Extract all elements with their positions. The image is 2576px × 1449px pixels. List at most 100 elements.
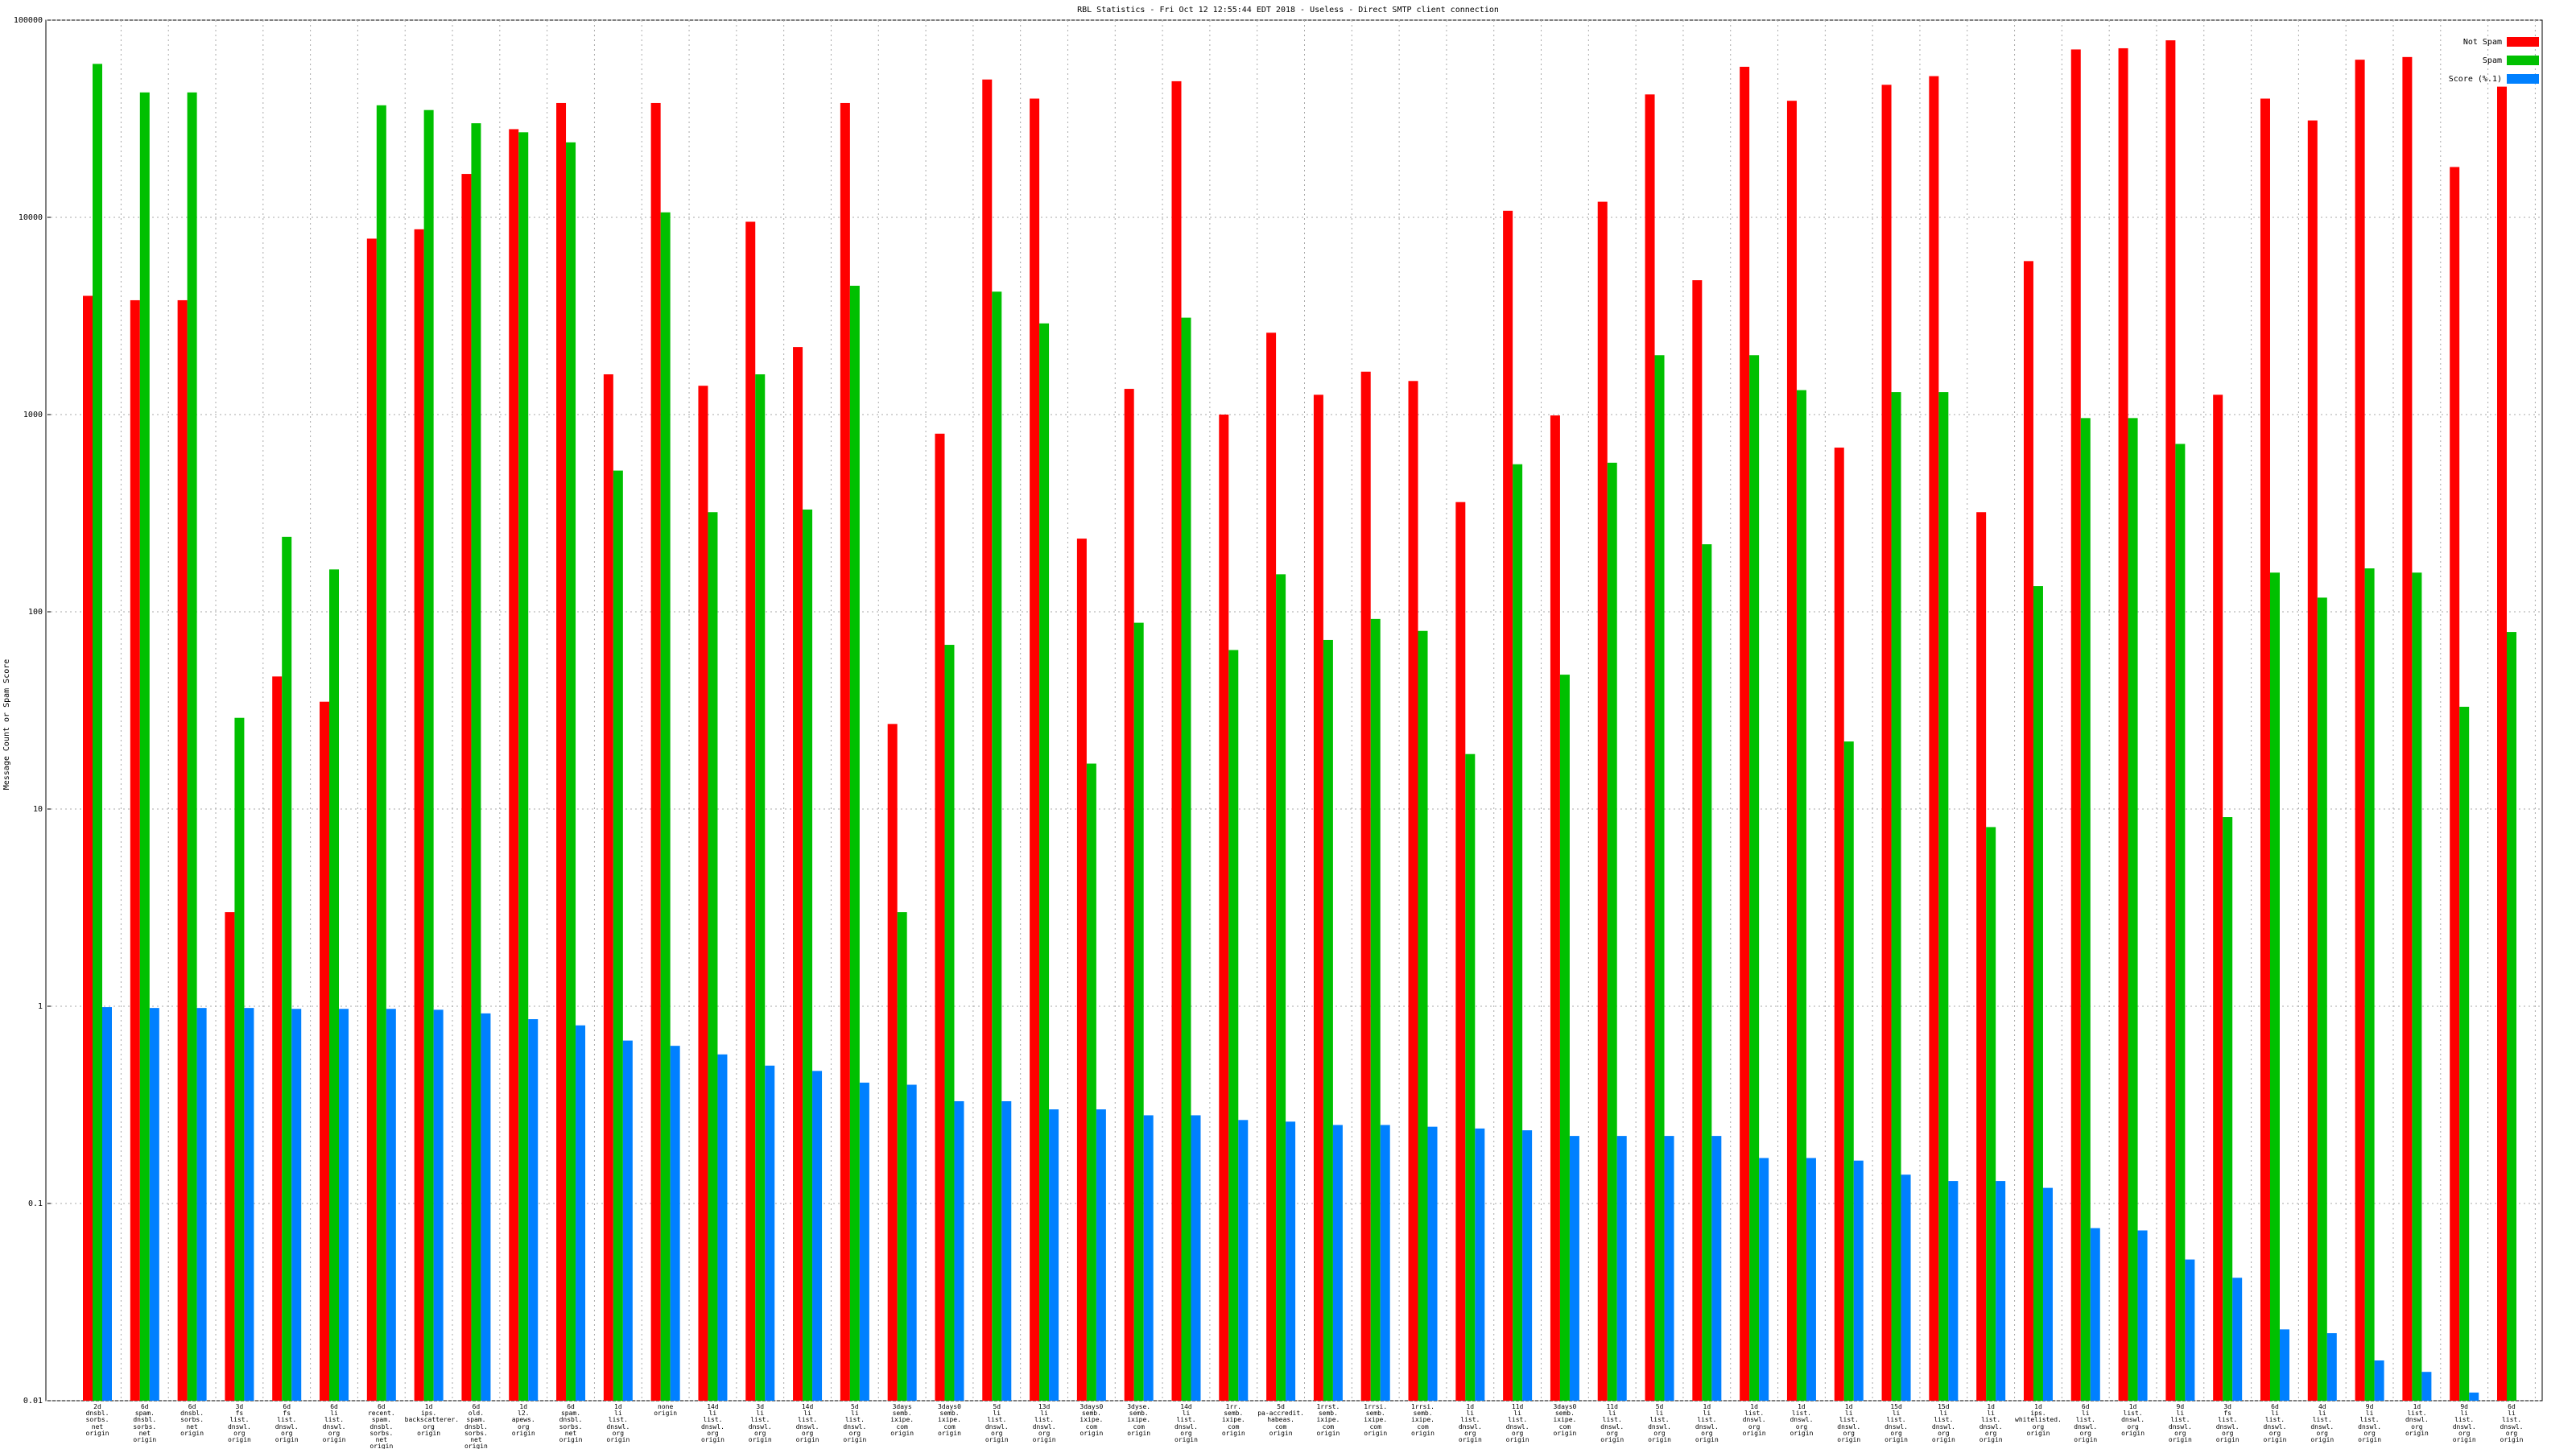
x-tick-label: 1rrsi. semb. ixipe. com origin — [1411, 1403, 1435, 1437]
x-tick-label: 1d li list. dnswl. org origin — [1458, 1403, 1482, 1444]
bar — [509, 129, 519, 1401]
bar — [2421, 1372, 2432, 1401]
bar — [859, 1082, 869, 1401]
legend-swatch — [2507, 56, 2539, 65]
x-tick-label: 1rrsi. semb. ixipe. com origin — [1364, 1403, 1388, 1437]
x-tick-label: 9d li list. dnswl. org origin — [2168, 1403, 2192, 1444]
bar — [1948, 1181, 1959, 1401]
bar — [897, 912, 907, 1401]
bar — [1030, 98, 1040, 1401]
bar — [717, 1054, 728, 1401]
bar — [1881, 85, 1892, 1401]
bar — [1001, 1100, 1012, 1401]
bar — [1843, 741, 1854, 1401]
bar — [1522, 1130, 1533, 1401]
x-tick-label: 6d li list. dnswl. org origin — [2074, 1403, 2098, 1444]
bar — [291, 1009, 302, 1401]
bar — [2469, 1392, 2479, 1401]
x-tick-label: 15d li list. dnswl. org origin — [1885, 1403, 1908, 1444]
bar — [954, 1100, 964, 1401]
bar — [1124, 389, 1134, 1401]
y-tick-label: 10 — [33, 805, 43, 814]
bar — [1654, 355, 1665, 1401]
bar — [1086, 763, 1096, 1401]
x-tick-label: 3d fs list. dnswl. org origin — [2215, 1403, 2240, 1444]
bar — [2355, 60, 2365, 1401]
bar — [1986, 827, 1996, 1401]
x-tick-label: 9d li list. dnswl. org origin — [2452, 1403, 2476, 1444]
bar — [1191, 1115, 1201, 1401]
x-tick-label: 1d list. dnswl. org origin — [2121, 1403, 2145, 1437]
bar — [1702, 544, 1712, 1401]
bar — [1171, 80, 1182, 1401]
bar — [2279, 1329, 2289, 1401]
x-tick-label: 1d li list. dnswl. org origin — [606, 1403, 630, 1444]
x-tick-label: 1d li list. dnswl. org origin — [1695, 1403, 1719, 1444]
x-tick-label: 1d list. dnswl. org origin — [1742, 1403, 1766, 1437]
bar — [992, 291, 1002, 1401]
y-tick-label: 1000 — [23, 411, 43, 419]
x-tick-label: 6d li list. dnswl. org origin — [2263, 1403, 2287, 1444]
bar — [386, 1009, 396, 1401]
x-tick-label: 3days0 semb. ixipe. com origin — [1080, 1403, 1104, 1437]
bar — [803, 509, 813, 1401]
bar — [1039, 323, 1050, 1401]
x-tick-label: 1d list. dnswl. org origin — [1790, 1403, 1814, 1437]
x-tick-label: 1d ips. backscatterer. org origin — [404, 1403, 460, 1437]
x-tick-label: 3days0 semb. ixipe. com origin — [938, 1403, 961, 1437]
x-tick-label: 9d li list. dnswl. org origin — [2358, 1403, 2382, 1444]
x-tick-label: 14d li list. dnswl. org origin — [1174, 1403, 1198, 1444]
x-tick-label: 3d fs list. dnswl. org origin — [227, 1403, 251, 1444]
bar — [1996, 1181, 2006, 1401]
x-tick-label: 15d li list. dnswl. org origin — [1931, 1403, 1955, 1444]
bar — [2213, 394, 2223, 1402]
bar — [433, 1009, 444, 1401]
bar — [1332, 1125, 1343, 1401]
bar — [1550, 415, 1560, 1402]
bar — [793, 347, 803, 1401]
bar — [1238, 1120, 1249, 1401]
y-tick-label: 1 — [38, 1002, 43, 1011]
x-tick-label: 5d li list. dnswl. org origin — [1648, 1403, 1671, 1444]
bar — [840, 102, 850, 1402]
x-tick-label: 11d li list. dnswl. org origin — [1600, 1403, 1624, 1444]
bar — [2260, 98, 2270, 1401]
bar — [1711, 1136, 1722, 1401]
bar — [1465, 753, 1476, 1401]
bar — [1313, 394, 1323, 1402]
bar — [1796, 390, 1806, 1401]
bar — [2033, 586, 2043, 1401]
bar — [177, 299, 188, 1402]
x-tick-label: 1d ips. whitelisted. org origin — [2015, 1403, 2062, 1437]
bar — [1692, 280, 1703, 1401]
bar — [2070, 49, 2081, 1402]
x-tick-label: 14d li list. dnswl. org origin — [700, 1403, 724, 1444]
bar — [366, 238, 377, 1402]
bar — [149, 1008, 159, 1401]
bar — [1276, 574, 1286, 1402]
bar — [2412, 572, 2422, 1401]
bar — [1266, 332, 1277, 1401]
bar — [481, 1013, 491, 1401]
bar — [2497, 86, 2507, 1402]
bar — [339, 1009, 349, 1401]
bar — [1749, 355, 1760, 1401]
bar — [528, 1019, 539, 1401]
bar — [1475, 1128, 1485, 1401]
y-tick-label: 0.1 — [28, 1199, 43, 1208]
bar — [272, 676, 283, 1401]
bar — [1569, 1136, 1579, 1401]
x-tick-label: 14d li list. dnswl. org origin — [795, 1403, 819, 1444]
bar — [83, 295, 93, 1401]
x-tick-label: 5d pa-accredit. habeas. com origin — [1257, 1403, 1304, 1437]
bar — [2364, 568, 2375, 1402]
bar — [1181, 317, 1191, 1401]
bar — [1418, 630, 1428, 1401]
bar — [2450, 167, 2460, 1401]
bar — [1408, 381, 1418, 1401]
bar — [2128, 418, 2138, 1402]
bar — [187, 92, 197, 1401]
x-tick-label: 4d li list. dnswl. org origin — [2310, 1403, 2334, 1444]
chart-title: RBL Statistics - Fri Oct 12 12:55:44 EDT… — [1077, 6, 1499, 14]
